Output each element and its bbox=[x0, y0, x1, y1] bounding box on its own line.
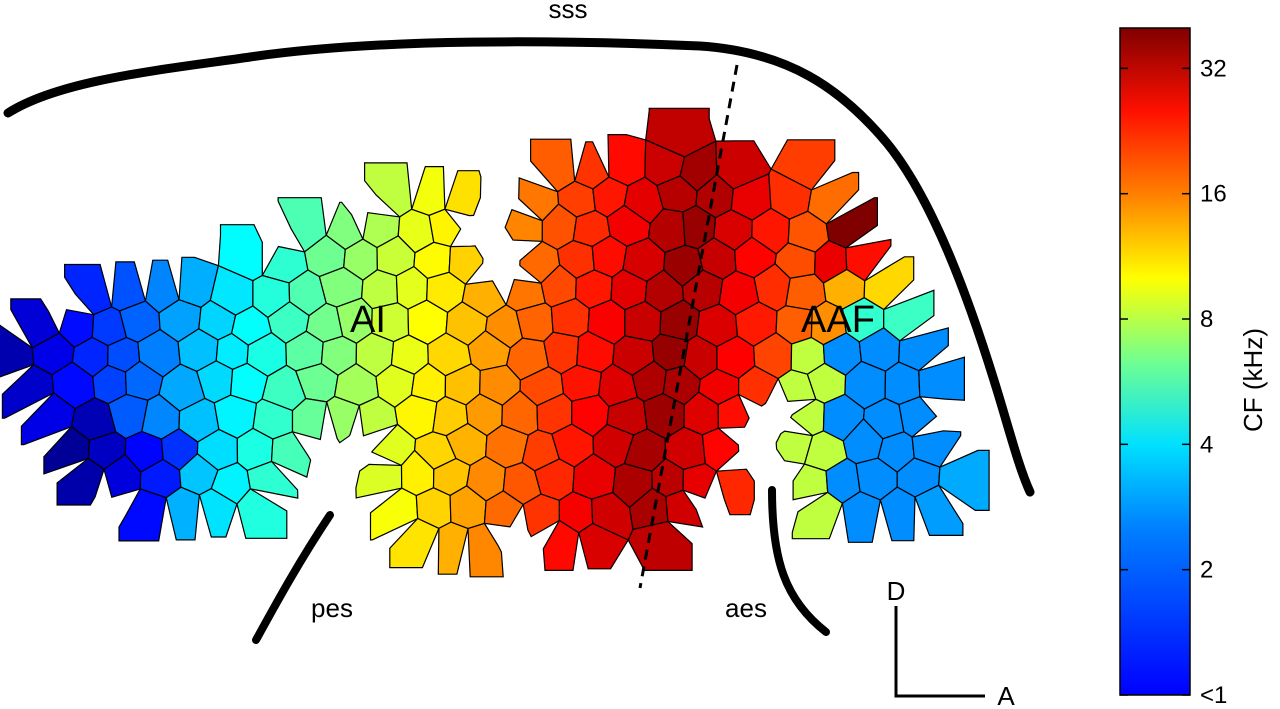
cf-patch bbox=[542, 519, 580, 572]
colorbar-tick-label: 4 bbox=[1200, 431, 1213, 458]
orientation-dorsal-label: D bbox=[887, 576, 906, 606]
field-ai-label: AI bbox=[350, 299, 386, 341]
cf-patch bbox=[715, 468, 755, 516]
cf-patch bbox=[504, 208, 544, 243]
cf-patch bbox=[841, 490, 882, 543]
aes-sulcus-line bbox=[768, 486, 830, 636]
colorbar-gradient bbox=[1119, 27, 1191, 696]
orientation-indicator: D A bbox=[887, 576, 1016, 709]
cf-patch bbox=[898, 395, 938, 438]
cf-patch bbox=[165, 486, 201, 541]
cf-patch bbox=[118, 488, 167, 542]
colorbar-tick-label: 16 bbox=[1200, 181, 1227, 208]
cf-patch bbox=[770, 139, 836, 191]
cf-patch bbox=[444, 170, 482, 217]
cf-patch bbox=[56, 457, 105, 506]
sss-label: sss bbox=[549, 0, 588, 24]
cf-patch bbox=[437, 521, 469, 575]
cf-patch bbox=[918, 356, 966, 401]
cf-patch bbox=[389, 517, 440, 569]
colorbar-tick-label: 32 bbox=[1200, 55, 1227, 82]
cf-patch bbox=[879, 486, 916, 542]
pes-label: pes bbox=[311, 593, 353, 623]
cf-patch bbox=[791, 491, 844, 540]
cf-patch bbox=[467, 522, 504, 578]
cf-patch bbox=[627, 520, 693, 572]
cf-patch bbox=[665, 489, 704, 528]
cf-voronoi-patches bbox=[0, 107, 990, 578]
cf-patch bbox=[792, 463, 829, 501]
cf-patch bbox=[914, 484, 964, 537]
colorbar-title: CF (kHz) bbox=[1238, 328, 1268, 432]
cf-patch bbox=[578, 522, 630, 570]
colorbar: 32 16 8 4 2 <1 CF (kHz) bbox=[1119, 27, 1268, 709]
cf-patch bbox=[326, 395, 361, 444]
cf-patch bbox=[291, 397, 328, 441]
cf-patch bbox=[777, 369, 817, 403]
colorbar-ticks: 32 16 8 4 2 <1 bbox=[1120, 55, 1227, 709]
cf-patch bbox=[410, 166, 446, 217]
dashed-reference-line bbox=[638, 64, 739, 589]
orientation-anterior-label: A bbox=[997, 681, 1015, 709]
cf-patch bbox=[358, 396, 399, 437]
cf-patch bbox=[43, 425, 91, 475]
colorbar-tick-label: 8 bbox=[1200, 306, 1213, 333]
aes-label: aes bbox=[725, 593, 767, 623]
cf-patch bbox=[448, 245, 484, 286]
cf-patch bbox=[682, 462, 718, 499]
cf-patch bbox=[428, 208, 462, 248]
colorbar-tick-label: 2 bbox=[1200, 557, 1213, 584]
cf-patch bbox=[607, 134, 647, 187]
pes-sulcus-line bbox=[252, 511, 334, 644]
cf-patch bbox=[364, 162, 413, 218]
sss-sulcus-line bbox=[3, 37, 1035, 497]
cf-patch bbox=[198, 487, 238, 538]
cf-patch bbox=[938, 449, 990, 511]
field-aaf-label: AAF bbox=[801, 299, 875, 341]
colorbar-tick-label: <1 bbox=[1200, 682, 1227, 709]
cf-patch bbox=[63, 263, 113, 316]
cf-patch bbox=[483, 490, 525, 528]
cf-patch bbox=[717, 393, 750, 429]
cf-patch bbox=[236, 488, 288, 539]
cf-patch bbox=[789, 398, 825, 437]
cf-patch bbox=[737, 365, 779, 407]
cf-patch bbox=[246, 460, 299, 499]
cf-patch bbox=[270, 431, 312, 478]
cf-patch bbox=[103, 453, 142, 499]
